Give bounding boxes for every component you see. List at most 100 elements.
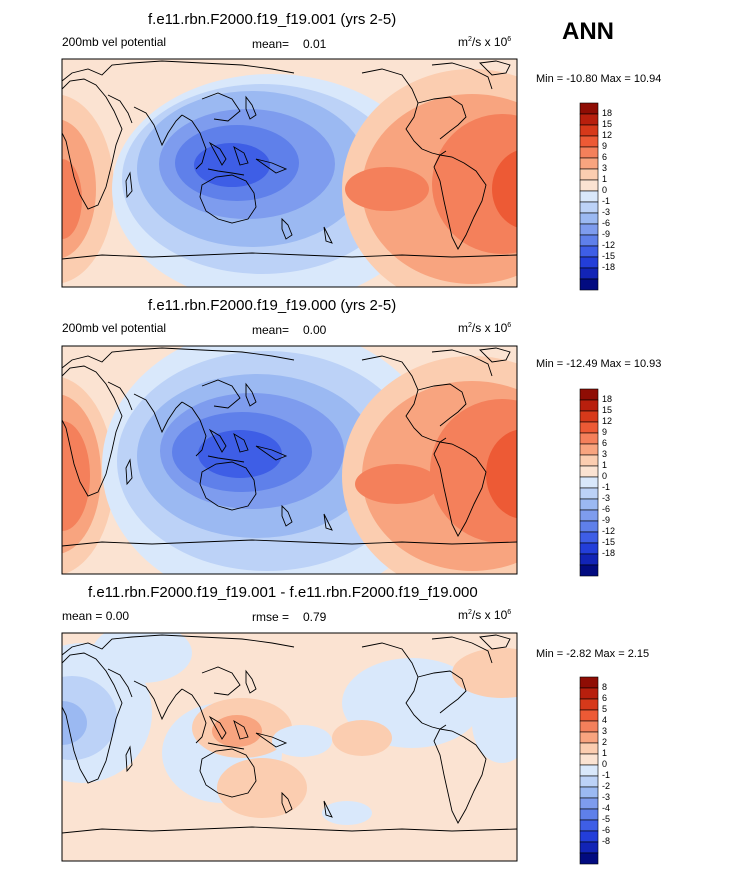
colorbar-2-tick-label: 0 (602, 471, 608, 481)
colorbar-3-tick-label: -5 (602, 814, 611, 824)
colorbar-1-bin-0 (579, 102, 599, 115)
panel1-stat-value: 0.01 (303, 37, 327, 51)
colorbar-2-tick-label: -3 (602, 493, 611, 503)
colorbar-3-bin-1 (579, 687, 599, 700)
colorbar-1-bin-9 (579, 201, 599, 214)
colorbar-3-tick-label: -3 (602, 792, 611, 802)
colorbar-1-bin-1 (579, 113, 599, 126)
colorbar-1-bin-6 (579, 168, 599, 181)
panel1-stat-label: mean= (252, 37, 290, 51)
panel3-min-max: Min = -2.82 Max = 2.15 (536, 648, 650, 660)
panel3-units: m2/s x 106 (458, 608, 512, 622)
colorbar-1-bin-8 (579, 190, 599, 203)
colorbar-3-bin-4 (579, 720, 599, 733)
panel2-min-max: Min = -12.49 Max = 10.93 (536, 358, 662, 370)
map-panel-2 (62, 346, 517, 574)
colorbar-3-bin-13 (579, 819, 599, 832)
colorbar-1-bin-15 (579, 267, 599, 280)
panel1-left-label: 200mb vel potential (62, 35, 167, 49)
colorbar-2-tick-label: 12 (602, 416, 613, 426)
panel3-stat-value: 0.79 (303, 610, 327, 624)
colorbar-3-tick-label: 6 (602, 693, 608, 703)
colorbar-3-bin-6 (579, 742, 599, 755)
colorbar-2-bin-9 (579, 487, 599, 500)
colorbar-2-tick-label: 6 (602, 438, 608, 448)
colorbar-3-tick-label: -4 (602, 803, 611, 813)
season-label: ANN (562, 18, 614, 45)
colorbar-2-bin-14 (579, 542, 599, 555)
panel2-stat-value: 0.00 (303, 323, 327, 337)
colorbar-1-tick-label: -6 (602, 218, 611, 228)
map-frame-3 (61, 632, 518, 862)
colorbar-1-bin-12 (579, 234, 599, 247)
colorbar-3-bin-15 (579, 841, 599, 854)
colorbar-3-bin-10 (579, 786, 599, 799)
colorbar-1-bin-4 (579, 146, 599, 159)
map-panel-3 (62, 633, 517, 861)
colorbar-2-bin-12 (579, 520, 599, 533)
colorbar-1-bin-16 (579, 278, 599, 291)
colorbar-2-bin-13 (579, 531, 599, 544)
colorbar-1-bin-7 (579, 179, 599, 192)
colorbar-1-bin-3 (579, 135, 599, 148)
colorbar-1-bin-2 (579, 124, 599, 137)
colorbar-2-tick-label: -12 (602, 526, 616, 536)
colorbar-2-bin-10 (579, 498, 599, 511)
colorbar-2-bin-7 (579, 465, 599, 478)
colorbar-3-bin-12 (579, 808, 599, 821)
colorbar-1-bin-5 (579, 157, 599, 170)
panel2-title: f.e11.rbn.F2000.f19_f19.000 (yrs 2-5) (148, 297, 397, 314)
colorbar-1-tick-label: -18 (602, 262, 616, 272)
colorbar-3-tick-label: 8 (602, 682, 608, 692)
colorbar-2-bin-4 (579, 432, 599, 445)
colorbar-3-bin-2 (579, 698, 599, 711)
colorbar-1-tick-label: -15 (602, 251, 616, 261)
colorbar-2-bin-11 (579, 509, 599, 522)
colorbar-2-bin-2 (579, 410, 599, 423)
colorbar-1-bin-10 (579, 212, 599, 225)
colorbar-2-tick-label: 3 (602, 449, 608, 459)
colorbar-3-bin-7 (579, 753, 599, 766)
colorbar-1-tick-label: -3 (602, 207, 611, 217)
panel1-title: f.e11.rbn.F2000.f19_f19.001 (yrs 2-5) (148, 11, 397, 28)
colorbar-2-tick-label: -9 (602, 515, 611, 525)
colorbar-3-tick-label: -8 (602, 836, 611, 846)
panel1-units: m2/s x 106 (458, 35, 512, 49)
colorbar-2-bin-16 (579, 564, 599, 577)
colorbar-1-bin-13 (579, 245, 599, 258)
colorbar-1-tick-label: 12 (602, 130, 613, 140)
colorbar-3-bin-16 (579, 852, 599, 865)
colorbar-1-tick-label: 6 (602, 152, 608, 162)
panel2-stat-label: mean= (252, 323, 290, 337)
colorbar-1-tick-label: 18 (602, 108, 613, 118)
colorbar-3-bin-5 (579, 731, 599, 744)
colorbar-3-tick-label: -2 (602, 781, 611, 791)
colorbar-1-tick-label: 1 (602, 174, 608, 184)
map-frame-2 (61, 345, 518, 575)
colorbar-3-tick-label: 0 (602, 759, 608, 769)
colorbar-2-tick-label: -18 (602, 548, 616, 558)
colorbar-3-tick-label: -6 (602, 825, 611, 835)
panel2-units: m2/s x 106 (458, 321, 512, 335)
colorbar-3-tick-label: 1 (602, 748, 608, 758)
colorbar-2-tick-label: 18 (602, 394, 613, 404)
colorbar-2-bin-3 (579, 421, 599, 434)
colorbar-1-tick-label: 0 (602, 185, 608, 195)
colorbar-1-tick-label: -1 (602, 196, 611, 206)
colorbar-3-bin-11 (579, 797, 599, 810)
panel3-stat-label: rmse = (252, 610, 290, 624)
colorbar-3-bin-3 (579, 709, 599, 722)
colorbar-1-tick-label: 15 (602, 119, 613, 129)
colorbar-2-tick-label: 9 (602, 427, 608, 437)
colorbar-3-tick-label: 5 (602, 704, 608, 714)
colorbar-2-tick-label: 1 (602, 460, 608, 470)
colorbar-3-tick-label: 3 (602, 726, 608, 736)
colorbar-2-bin-1 (579, 399, 599, 412)
map-panel-1 (62, 59, 517, 287)
colorbar-3-bin-9 (579, 775, 599, 788)
panel2-left-label: 200mb vel potential (62, 321, 167, 335)
colorbar-1-tick-label: 3 (602, 163, 608, 173)
map-frame-1 (61, 58, 518, 288)
colorbar-1-bin-11 (579, 223, 599, 236)
